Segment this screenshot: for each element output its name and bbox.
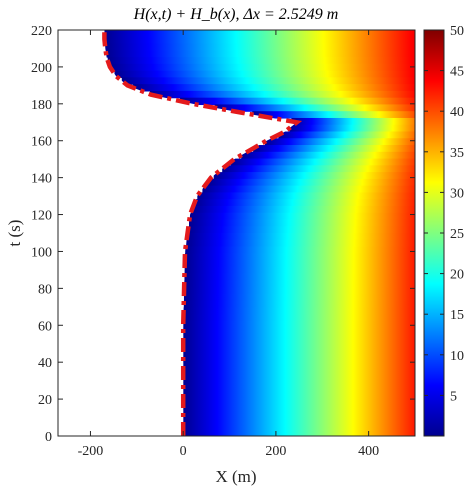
heat-band: [104, 30, 415, 38]
heat-band: [197, 192, 415, 200]
y-tick-label: 220: [31, 24, 52, 39]
boundary-dashdot-line: [102, 30, 303, 436]
heat-band: [183, 300, 415, 309]
heat-band: [202, 185, 415, 193]
plot-frame: [57, 29, 416, 437]
heat-band: [187, 233, 415, 241]
heat-band: [192, 205, 415, 214]
heat-band: [183, 395, 415, 403]
heat-band: [183, 341, 415, 349]
y-tick-label: 140: [31, 172, 52, 187]
heat-band: [188, 226, 415, 234]
colorbar-tick-label: 15: [450, 308, 464, 323]
plot-area: [58, 30, 415, 436]
heat-band: [184, 280, 415, 288]
heat-band: [184, 260, 415, 268]
heat-band: [184, 266, 415, 275]
heat-band: [183, 381, 415, 390]
x-tick-label: 400: [358, 444, 379, 459]
heat-band: [185, 246, 415, 254]
heat-band: [183, 314, 415, 322]
colorbar-tick-label: 25: [450, 227, 464, 242]
heat-band: [183, 375, 415, 383]
y-tick-label: 20: [38, 393, 52, 408]
heat-band: [183, 334, 415, 342]
heat-band: [253, 145, 415, 153]
colorbar-ticks: 5 10 15 20 25 30 35 40 45 50: [424, 24, 464, 404]
heat-band: [184, 253, 415, 261]
y-tick-label: 180: [31, 98, 52, 113]
colorbar-tick-label: 20: [450, 268, 464, 283]
colorbar-tick-label: 10: [450, 349, 464, 364]
heat-band: [189, 219, 415, 227]
heat-band: [183, 402, 415, 410]
heat-band: [179, 97, 415, 106]
heat-band: [183, 422, 415, 430]
y-axis-label: t (s): [5, 220, 24, 247]
colorbar-tick-label: 5: [450, 389, 457, 404]
x-axis-label: X (m): [215, 467, 256, 486]
heat-band: [183, 368, 415, 376]
heat-band: [189, 212, 415, 221]
heat-band: [186, 239, 415, 248]
white-wedge-region: [58, 30, 297, 436]
heat-band: [110, 63, 415, 72]
heat-band: [121, 77, 415, 85]
y-tick-label: 120: [31, 209, 52, 224]
y-tick-label: 0: [45, 430, 52, 445]
heat-band: [252, 111, 415, 119]
heat-band: [207, 178, 415, 187]
colorbar-tick-label: 35: [450, 146, 464, 161]
heatmap-bands: [104, 30, 415, 436]
x-tick-label: 200: [265, 444, 286, 459]
heat-band: [291, 117, 415, 126]
heat-band: [183, 354, 415, 363]
heat-band: [289, 124, 415, 133]
heat-band: [133, 84, 415, 92]
heat-band: [183, 307, 415, 315]
heat-band: [278, 131, 415, 139]
heat-band: [184, 273, 415, 281]
colorbar-tick-label: 45: [450, 65, 464, 80]
heat-band: [104, 36, 415, 45]
heat-band: [183, 408, 415, 417]
heat-band: [230, 158, 415, 166]
heat-band: [183, 415, 415, 424]
heat-band: [194, 199, 415, 207]
heat-band: [114, 70, 415, 78]
heat-band: [183, 293, 415, 302]
y-axis-ticks: 0 20 40 60 80 100 120 140 160 180 200 220: [31, 24, 415, 445]
heat-band: [265, 138, 415, 146]
heat-band: [106, 50, 415, 58]
heat-band: [183, 361, 415, 369]
y-tick-label: 80: [38, 282, 52, 297]
heat-band: [105, 43, 415, 51]
heat-band: [241, 151, 415, 160]
colorbar-tick-label: 30: [450, 186, 464, 201]
x-tick-label: -200: [78, 444, 104, 459]
heat-band: [183, 327, 415, 336]
y-tick-label: 200: [31, 61, 52, 76]
y-tick-label: 100: [31, 245, 52, 260]
y-tick-label: 60: [38, 319, 52, 334]
heat-band: [183, 348, 415, 356]
colorbar-tick-label: 40: [450, 105, 464, 120]
heat-band: [107, 57, 415, 65]
y-tick-label: 160: [31, 135, 52, 150]
heat-band: [183, 388, 415, 396]
heat-band: [183, 429, 415, 436]
heat-band: [183, 320, 415, 329]
heat-band: [222, 165, 415, 173]
x-tick-label: 0: [180, 444, 187, 459]
chart-title: H(x,t) + H_b(x), Δx = 2.5249 m: [133, 6, 339, 23]
heat-band: [150, 90, 415, 99]
heat-band: [214, 104, 415, 112]
y-tick-label: 40: [38, 356, 52, 371]
heat-band: [184, 287, 415, 295]
x-axis-ticks: -200 0 200 400: [78, 30, 379, 459]
colorbar-tick-label: 50: [450, 24, 464, 39]
heat-band: [213, 172, 415, 180]
